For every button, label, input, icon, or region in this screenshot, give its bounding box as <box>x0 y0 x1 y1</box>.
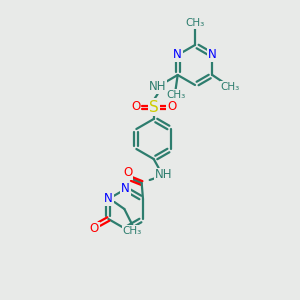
Text: NH: NH <box>155 169 172 182</box>
Text: O: O <box>90 223 99 236</box>
Text: CH₃: CH₃ <box>185 18 205 28</box>
Text: CH₃: CH₃ <box>123 226 142 236</box>
Text: CH₃: CH₃ <box>166 90 185 100</box>
Text: N: N <box>121 182 130 196</box>
Text: NH: NH <box>149 80 167 94</box>
Text: CH₃: CH₃ <box>221 82 240 92</box>
Text: N: N <box>208 49 217 62</box>
Text: S: S <box>149 100 159 115</box>
Text: O: O <box>167 100 176 113</box>
Text: N: N <box>173 49 182 62</box>
Text: O: O <box>123 167 132 179</box>
Text: N: N <box>104 193 113 206</box>
Text: O: O <box>131 100 140 113</box>
